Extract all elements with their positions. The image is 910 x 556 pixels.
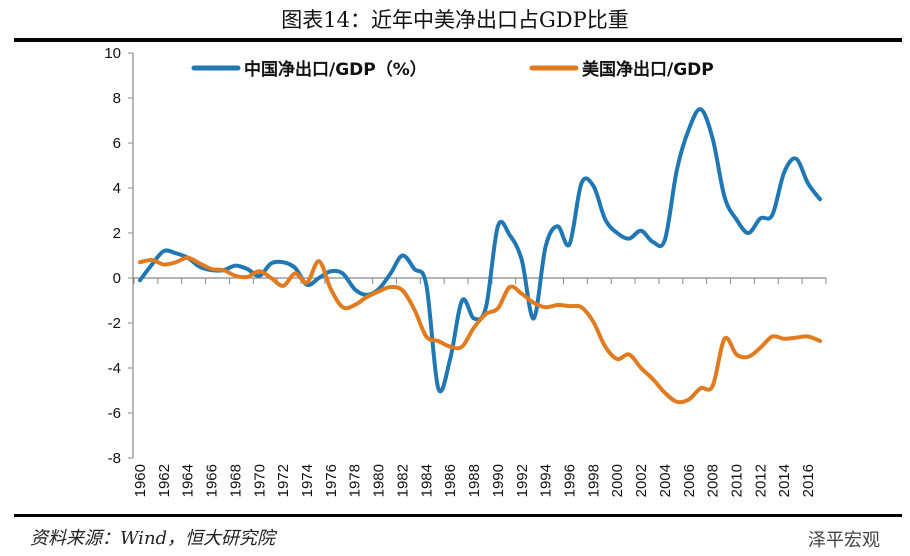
x-tick-label: 1960 [132,464,149,497]
x-tick-label: 1998 [585,464,602,497]
x-tick-label: 2002 [633,464,650,497]
x-tick-label: 1994 [538,464,555,497]
y-tick-label: -8 [108,450,121,467]
series-group [138,107,822,405]
x-tick-label: 1974 [299,464,316,497]
x-tick-label: 1986 [442,464,459,497]
source-note: 资料来源：Wind，恒大研究院 [30,528,276,549]
x-tick-label: 2000 [609,464,626,497]
chart-title: 图表14：近年中美净出口占GDP比重 [281,8,629,32]
x-tick-label: 2008 [705,464,722,497]
legend-label-us: 美国净出口/GDP [582,59,714,80]
y-tick-label: -4 [108,360,121,377]
x-tick-label: 1982 [394,464,411,497]
x-tick-label: 2006 [681,464,698,497]
x-tick-label: 1992 [514,464,531,497]
x-tick-label: 1990 [490,464,507,497]
y-tick-label: -2 [108,315,121,332]
x-tick-label: 1980 [371,464,388,497]
y-tick-label: -6 [108,405,121,422]
x-tick-label: 2014 [776,464,793,497]
x-tick-label: 1962 [156,464,173,497]
x-tick-label: 2012 [752,464,769,497]
y-tick-label: 2 [113,225,121,242]
x-tick-label: 1996 [561,464,578,497]
x-tick-label: 1970 [251,464,268,497]
x-tick-label: 2004 [657,464,674,497]
y-tick-label: 6 [113,135,121,152]
x-tick-label: 2016 [800,464,817,497]
series-line-china [138,107,822,394]
brand-watermark: 泽平宏观 [808,530,880,551]
x-tick-label: 1976 [323,464,340,497]
x-tick-label: 1988 [466,464,483,497]
x-tick-label: 1978 [347,464,364,497]
x-tick-label: 1968 [227,464,244,497]
x-tick-label: 1964 [180,464,197,497]
x-tick-label: 1966 [204,464,221,497]
legend: 中国净出口/GDP（%） 美国净出口/GDP [191,59,714,80]
series-line-us [138,255,822,405]
y-tick-label: 4 [113,180,121,197]
x-tick-label: 1984 [418,464,435,497]
bottom-rule [14,514,902,517]
y-tick-label: 0 [113,270,121,287]
x-tick-label: 2010 [728,464,745,497]
legend-label-china: 中国净出口/GDP（%） [244,59,427,80]
y-tick-label: 8 [113,90,121,107]
x-tick-label: 1972 [275,464,292,497]
top-rule [14,38,902,42]
y-tick-label: 10 [104,45,121,62]
